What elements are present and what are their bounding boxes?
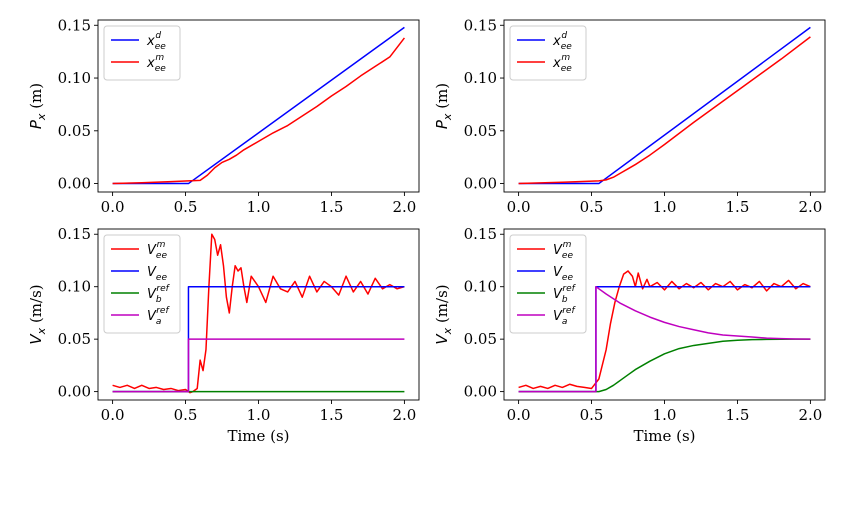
y-tick-label: 0.05 — [464, 122, 497, 140]
legend-entry: xeed — [146, 31, 166, 52]
x-tick-label: 0.0 — [507, 198, 531, 216]
chart-bottom-left: 0.0 0.5 1.0 1.5 2.0 0.00 0.05 0.10 0.15 Vx (m/s) T… — [27, 225, 420, 445]
y-tick-label: 0.10 — [58, 278, 91, 296]
legend-entry: Vbref — [147, 284, 171, 305]
x-tick-label: 2.0 — [798, 406, 822, 424]
series-line-v-a-ref — [112, 338, 405, 393]
x-tick-label: 0.5 — [174, 198, 198, 216]
y-tick-label: 0.00 — [464, 383, 497, 401]
series-line-x-ee-m — [518, 36, 811, 185]
y-tick-label: 0.15 — [464, 225, 497, 243]
x-tick-label: 0.0 — [507, 406, 531, 424]
series-line-v-b-ref — [518, 338, 811, 393]
y-tick-label: 0.00 — [58, 175, 91, 193]
x-tick-label: 0.0 — [101, 198, 125, 216]
x-tick-label: 0.5 — [580, 198, 604, 216]
y-tick-label: 0.05 — [58, 330, 91, 348]
y-tick-label: 0.05 — [58, 122, 91, 140]
y-axis-label: Px (m) — [433, 83, 454, 129]
x-axis-label: Time (s) — [633, 427, 695, 445]
x-tick-label: 1.5 — [726, 198, 750, 216]
x-tick-label: 1.5 — [320, 406, 344, 424]
x-tick-label: 2.0 — [798, 198, 822, 216]
x-tick-label: 0.0 — [101, 406, 125, 424]
x-tick-label: 1.5 — [320, 198, 344, 216]
y-tick-label: 0.15 — [464, 16, 497, 34]
series-line-x-ee-d — [518, 26, 811, 185]
legend-entry: Veem — [147, 240, 167, 261]
legend-box — [103, 25, 181, 81]
y-axis-label: Px (m) — [27, 83, 48, 129]
x-tick-label: 1.0 — [653, 406, 677, 424]
x-tick-label: 2.0 — [392, 198, 416, 216]
x-tick-label: 1.0 — [247, 198, 271, 216]
legend-entry: Vee — [553, 265, 573, 283]
legend-entry: Vee — [147, 265, 167, 283]
legend-entry: xeem — [146, 53, 166, 74]
y-axis-label: Vx (m/s) — [27, 284, 48, 344]
y-axis-label: Vx (m/s) — [433, 284, 454, 344]
x-tick-label: 0.5 — [580, 406, 604, 424]
y-tick-label: 0.00 — [464, 175, 497, 193]
x-axis-label: Time (s) — [227, 427, 289, 445]
series-line-v-a-ref — [518, 285, 811, 393]
chart-top-left: 0.0 0.5 1.0 1.5 2.0 0.00 0.05 0.10 0.15 Px (m) xee… — [27, 16, 420, 216]
legend-entry: Vbref — [553, 284, 577, 305]
legend-box — [103, 234, 181, 334]
y-tick-label: 0.10 — [58, 69, 91, 87]
x-tick-label: 2.0 — [392, 406, 416, 424]
y-tick-label: 0.15 — [58, 16, 91, 34]
y-tick-label: 0.15 — [58, 225, 91, 243]
chart-bottom-right: 0.0 0.5 1.0 1.5 2.0 0.00 0.05 0.10 0.15 Vx (m/s) T… — [433, 225, 826, 445]
x-tick-label: 0.5 — [174, 406, 198, 424]
chart-top-right: 0.0 0.5 1.0 1.5 2.0 0.00 0.05 0.10 0.15 Px (m) xee… — [433, 16, 826, 216]
y-tick-label: 0.10 — [464, 69, 497, 87]
series-line-x-ee-m — [112, 37, 406, 185]
y-tick-label: 0.05 — [464, 330, 497, 348]
legend-box — [509, 25, 587, 81]
series-line-v-ee-m — [518, 270, 811, 390]
legend-entry: xeed — [552, 31, 572, 52]
y-tick-label: 0.10 — [464, 278, 497, 296]
legend-entry: Varef — [147, 306, 170, 327]
series-line-v-ee-m — [112, 233, 405, 394]
legend-entry: Varef — [553, 306, 576, 327]
x-tick-label: 1.0 — [653, 198, 677, 216]
y-tick-label: 0.00 — [58, 383, 91, 401]
legend-box — [509, 234, 587, 334]
x-tick-label: 1.5 — [726, 406, 750, 424]
x-tick-label: 1.0 — [247, 406, 271, 424]
legend-entry: Veem — [553, 240, 573, 261]
legend-entry: xeem — [552, 53, 572, 74]
